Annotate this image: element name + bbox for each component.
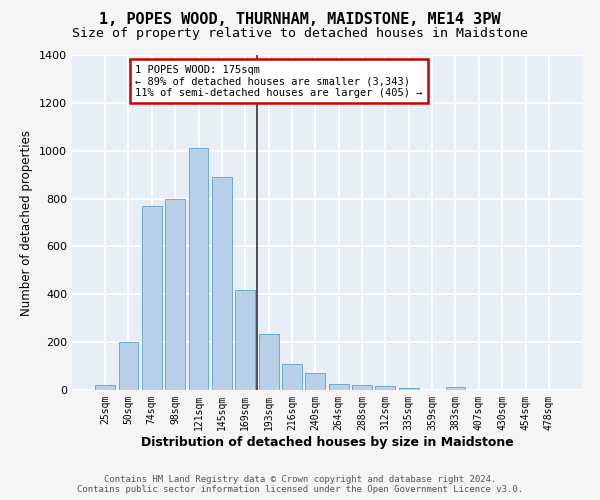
Y-axis label: Number of detached properties: Number of detached properties	[20, 130, 34, 316]
X-axis label: Distribution of detached houses by size in Maidstone: Distribution of detached houses by size …	[140, 436, 514, 448]
Bar	[142, 206, 162, 390]
Bar	[352, 385, 372, 390]
Bar	[259, 334, 278, 390]
Bar	[399, 388, 419, 390]
Bar	[212, 177, 232, 390]
Text: Contains HM Land Registry data © Crown copyright and database right 2024.
Contai: Contains HM Land Registry data © Crown c…	[77, 474, 523, 494]
Bar	[329, 384, 349, 390]
Text: 1, POPES WOOD, THURNHAM, MAIDSTONE, ME14 3PW: 1, POPES WOOD, THURNHAM, MAIDSTONE, ME14…	[99, 12, 501, 28]
Text: Size of property relative to detached houses in Maidstone: Size of property relative to detached ho…	[72, 28, 528, 40]
Bar	[305, 373, 325, 390]
Bar	[282, 364, 302, 390]
Bar	[119, 342, 139, 390]
Bar	[446, 387, 466, 390]
Text: 1 POPES WOOD: 175sqm
← 89% of detached houses are smaller (3,343)
11% of semi-de: 1 POPES WOOD: 175sqm ← 89% of detached h…	[136, 64, 423, 98]
Bar	[235, 290, 255, 390]
Bar	[95, 385, 115, 390]
Bar	[376, 386, 395, 390]
Bar	[188, 148, 208, 390]
Bar	[165, 198, 185, 390]
